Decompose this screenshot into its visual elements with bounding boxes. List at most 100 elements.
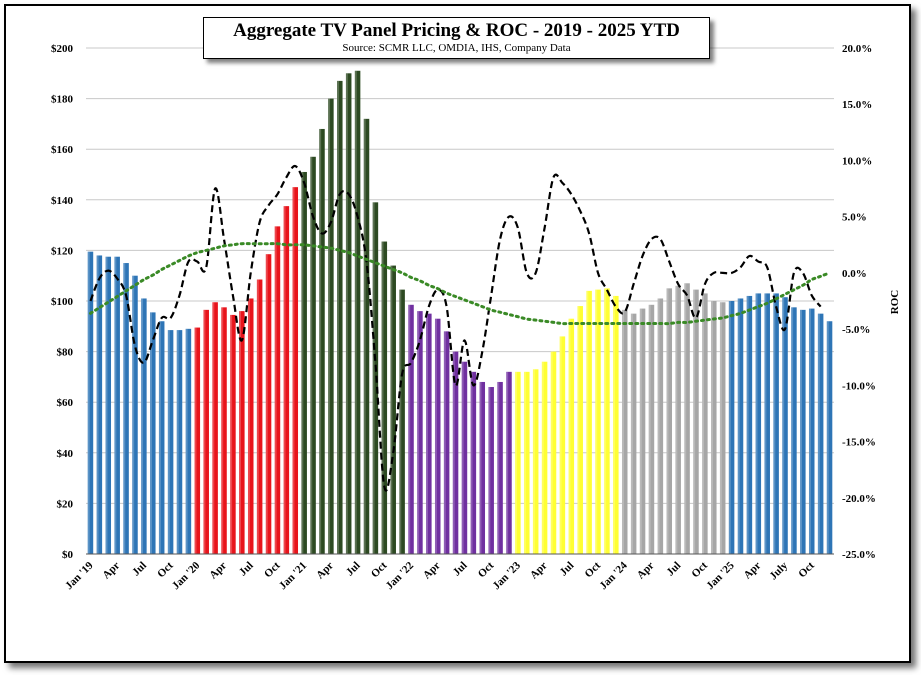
bar-highlight: [158, 321, 161, 554]
x-tick-label: July: [767, 559, 790, 582]
x-tick-label: Jul: [451, 560, 470, 579]
x-tick-label: Jul: [344, 560, 363, 579]
bar-highlight: [639, 308, 642, 554]
bar-highlight: [105, 256, 108, 554]
bar-highlight: [114, 256, 117, 554]
bar-highlight: [693, 289, 696, 554]
bar-highlight: [568, 318, 571, 554]
left-tick-label: $60: [57, 397, 74, 409]
price-bar: [515, 371, 521, 554]
bar-highlight: [586, 290, 589, 554]
x-tick-label: Oct: [369, 559, 390, 580]
price-bar: [426, 313, 432, 554]
bar-highlight: [791, 307, 794, 554]
bar-highlight: [194, 327, 197, 554]
bar-highlight: [604, 288, 607, 554]
price-bar: [488, 387, 494, 554]
x-tick-label: Apr: [314, 560, 336, 582]
bar-highlight: [372, 202, 375, 554]
price-bar: [239, 311, 245, 554]
price-bar: [800, 309, 806, 554]
bar-highlight: [176, 330, 179, 554]
bar-highlight: [185, 328, 188, 554]
x-tick-label: Jul: [237, 560, 256, 579]
right-tick-label: -5.0%: [842, 324, 870, 336]
price-bar: [372, 202, 379, 554]
price-bar: [194, 327, 201, 554]
bar-highlight: [515, 371, 518, 554]
bar-highlight: [417, 311, 420, 554]
price-bar: [559, 336, 566, 554]
price-bar: [123, 263, 129, 554]
x-tick-label: Oct: [583, 559, 604, 580]
bar-highlight: [746, 295, 749, 554]
x-tick-label: Jan '24: [597, 559, 630, 592]
price-bar: [158, 321, 165, 554]
bar-highlight: [648, 304, 651, 554]
chart-title: Aggregate TV Panel Pricing & ROC - 2019 …: [233, 20, 680, 41]
bar-highlight: [390, 265, 393, 554]
bar-highlight: [301, 171, 304, 554]
price-bar: [452, 351, 459, 554]
price-bar: [354, 70, 361, 555]
x-tick-label: Oct: [155, 559, 176, 580]
bar-highlight: [141, 298, 144, 554]
bar-highlight: [800, 309, 802, 554]
price-bar: [319, 128, 325, 554]
bar-highlight: [764, 293, 767, 554]
price-bar: [256, 279, 263, 554]
bar-highlight: [274, 226, 277, 554]
price-bar: [684, 283, 690, 554]
price-bar: [247, 298, 254, 554]
price-bar: [479, 381, 486, 554]
roc-line: [89, 164, 822, 492]
bar-highlight: [221, 307, 224, 554]
bar-highlight: [541, 361, 544, 554]
price-bar: [132, 275, 138, 554]
x-tick-label: Oct: [262, 559, 283, 580]
price-bar: [381, 241, 388, 555]
price-bar: [114, 256, 120, 554]
bar-highlight: [363, 118, 366, 554]
price-bar: [675, 285, 681, 554]
price-bar: [105, 256, 112, 554]
bar-highlight: [524, 371, 526, 554]
left-axis-ticks: $0 $20 $40 $60 $80 $100 $120 $140 $160 $180 $200: [51, 43, 74, 561]
bar-highlight: [461, 361, 464, 554]
bar-highlight: [497, 381, 500, 554]
left-tick-label: $80: [57, 347, 74, 359]
price-bar: [586, 290, 592, 554]
bar-highlight: [728, 301, 731, 554]
price-bar: [212, 302, 218, 554]
right-tick-label: 20.0%: [842, 43, 872, 55]
bar-highlight: [817, 313, 820, 554]
price-bar: [434, 318, 441, 554]
price-bar: [265, 254, 272, 554]
bar-highlight: [657, 298, 660, 554]
bar-highlight: [443, 331, 446, 554]
price-bar: [613, 295, 619, 554]
right-axis-label: ROC: [889, 290, 901, 315]
bar-highlight: [675, 285, 678, 554]
bar-highlight: [488, 387, 491, 554]
price-bar: [532, 369, 539, 554]
bar-highlight: [595, 289, 598, 554]
bar-highlight: [408, 304, 411, 554]
bar-highlight: [613, 295, 615, 554]
right-tick-label: -20.0%: [842, 493, 876, 505]
bar-highlight: [399, 289, 402, 554]
x-tick-label: Apr: [207, 560, 229, 582]
bar-highlight: [310, 156, 313, 555]
bar-highlight: [426, 313, 428, 554]
chart-title-box: Aggregate TV Panel Pricing & ROC - 2019 …: [203, 17, 710, 59]
price-bar: [497, 381, 503, 554]
price-bar: [621, 309, 628, 554]
price-bar: [595, 289, 601, 554]
price-bar: [506, 371, 512, 554]
x-tick-label: Jan '23: [491, 559, 524, 592]
x-tick-label: Jan '25: [704, 559, 737, 592]
x-tick-label: Apr: [421, 560, 443, 582]
x-tick-label: Oct: [476, 559, 497, 580]
price-bar: [292, 187, 299, 554]
